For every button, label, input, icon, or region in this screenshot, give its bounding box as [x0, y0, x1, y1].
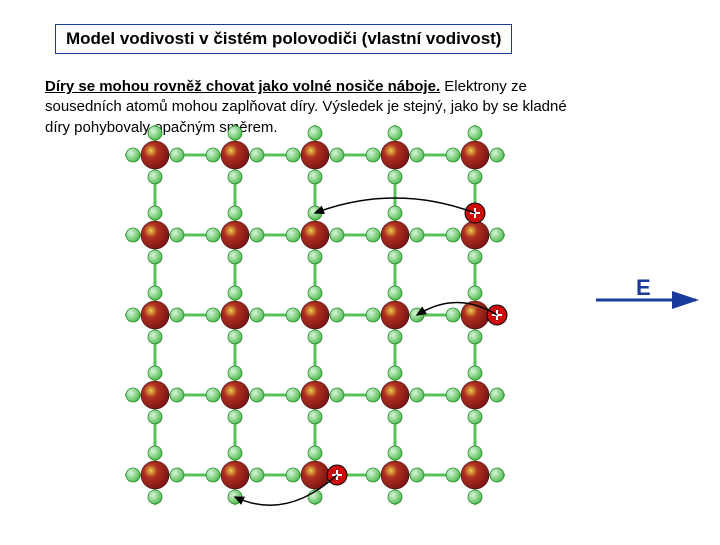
field-label: E	[636, 275, 651, 301]
diagram-canvas	[0, 0, 720, 545]
field-label-text: E	[636, 275, 651, 300]
lattice-svg	[0, 0, 720, 540]
